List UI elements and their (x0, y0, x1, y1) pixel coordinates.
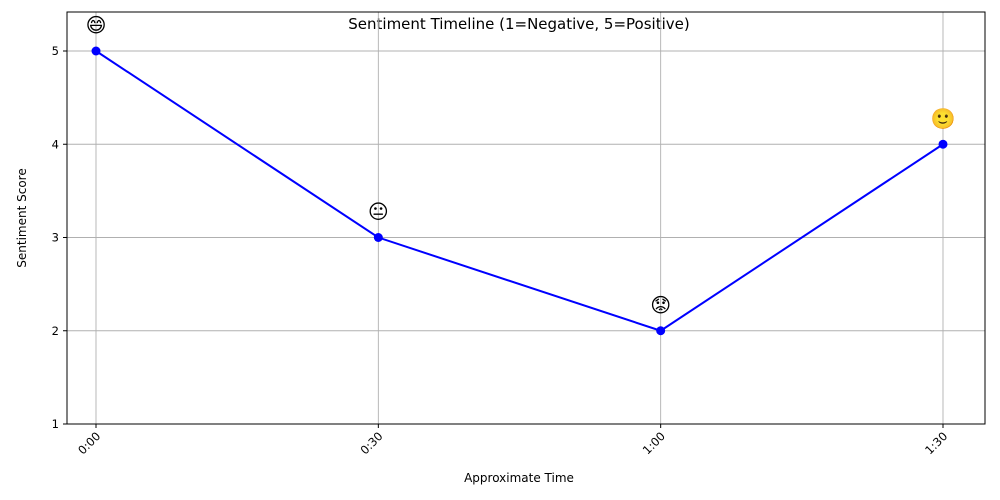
data-point (373, 233, 383, 242)
series-line (95, 50, 944, 332)
emoji-annotation: 🙂 (931, 106, 956, 130)
x-tick-label: 0:00 (75, 429, 103, 457)
emoji-annotation: 😟 (650, 293, 671, 317)
y-tick-label: 1 (52, 417, 59, 431)
emoji-annotations: 😄 😐 😟 🙂 (86, 13, 956, 317)
y-axis-label: Sentiment Score (15, 168, 29, 267)
y-tick-label: 2 (52, 324, 59, 338)
grid (67, 12, 985, 425)
y-tick-label: 4 (52, 137, 59, 151)
x-axis-label: Approximate Time (464, 471, 574, 485)
axis-ticks: 0:00 0:30 1:00 1:30 1 2 3 4 5 (52, 44, 951, 457)
x-tick-label: 0:30 (357, 429, 385, 457)
x-tick-label: 1:00 (640, 429, 668, 457)
series (91, 46, 948, 336)
plot-frame (66, 11, 986, 425)
data-point (91, 46, 101, 56)
y-tick-label: 3 (52, 231, 59, 245)
emoji-annotation: 😐 (368, 200, 389, 224)
chart-title: Sentiment Timeline (1=Negative, 5=Positi… (348, 15, 689, 33)
y-tick-label: 5 (52, 44, 59, 58)
x-tick-label: 1:30 (922, 429, 950, 457)
data-point (938, 139, 948, 149)
data-point (656, 326, 666, 336)
emoji-annotation: 😄 (86, 13, 107, 37)
